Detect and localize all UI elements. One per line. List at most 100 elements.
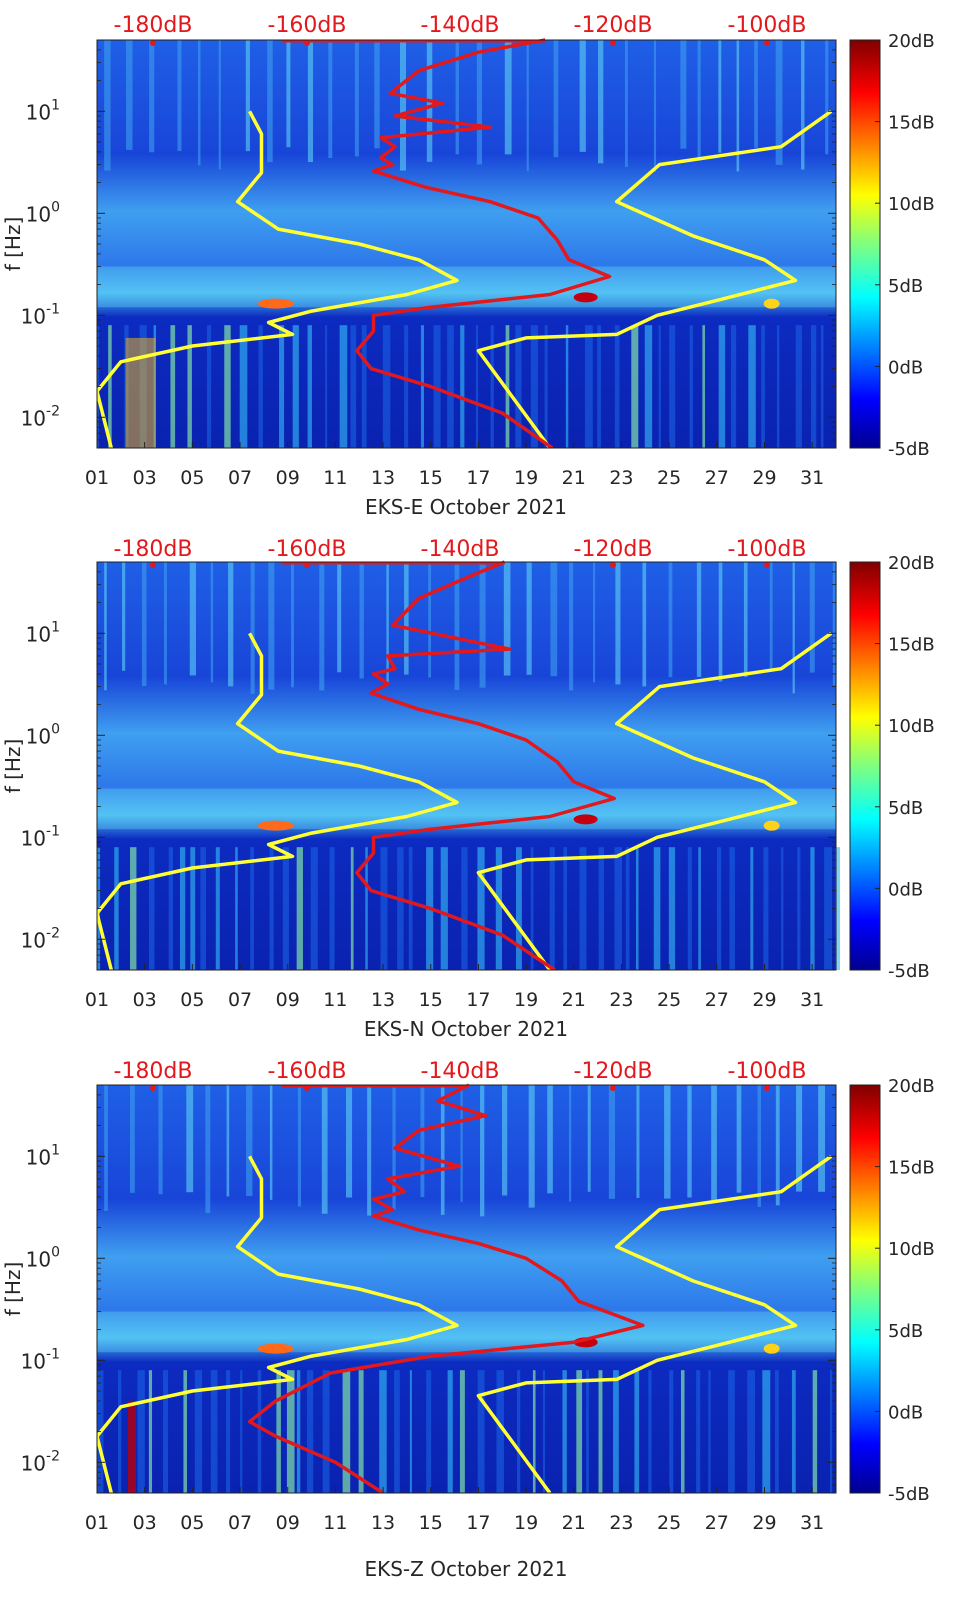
spectrogram-hotspot-2 xyxy=(573,292,598,303)
spectrogram-streak-hf xyxy=(757,1085,762,1207)
spectrogram-streak-lf xyxy=(148,847,155,970)
spectrogram-streak-hf xyxy=(141,562,147,687)
spectrogram-streak-hf xyxy=(228,562,234,687)
spectrogram-streak-lf xyxy=(350,847,354,970)
spectrogram-streak-hf xyxy=(775,40,783,165)
x-tick-label: 05 xyxy=(180,467,204,489)
top-db-label: -180dB xyxy=(114,13,193,38)
spectrogram-streak-lf xyxy=(598,847,605,970)
top-db-label: -180dB xyxy=(114,537,193,562)
spectrogram-streak-hf xyxy=(440,1085,445,1215)
spectrogram-streak-lf xyxy=(812,1370,818,1493)
spectrogram-streak-hf xyxy=(205,1085,211,1214)
y-tick-label: 10-2 xyxy=(21,925,60,952)
spectrogram-streak-lf xyxy=(762,1370,771,1493)
y-tick-label: 101 xyxy=(26,1142,60,1169)
spectrogram-streak-lf xyxy=(168,847,174,970)
spectrogram-streak-lf xyxy=(475,325,479,448)
spectrogram-hotspot-1 xyxy=(257,1343,294,1354)
x-tick-label: 29 xyxy=(752,989,776,1011)
x-tick-label: 23 xyxy=(609,467,633,489)
spectrogram-streak-hf xyxy=(668,562,673,678)
x-tick-label: 21 xyxy=(562,1512,586,1534)
spectrogram-streak-lf xyxy=(460,325,465,448)
spectrogram-streak-hf xyxy=(321,1085,328,1214)
top-marker-1 xyxy=(150,562,156,568)
spectrogram-streak-lf xyxy=(795,325,802,448)
spectrogram-streak-hf xyxy=(386,562,389,684)
series-curves xyxy=(97,1083,833,1493)
x-tick-label: 09 xyxy=(276,467,300,489)
chart-panel-2: 01 03 05 07 09 11 13 15 17 19 21 23 25 27 29 31 EKS-N Oc… xyxy=(1,537,935,1041)
spectrogram-streak-hf xyxy=(718,40,722,153)
colorbar-tick-label: 5dB xyxy=(888,1321,923,1342)
spectrogram-streak-lf xyxy=(747,1370,756,1493)
spectrogram-streak-hf xyxy=(624,40,628,167)
spectrogram-streak-hf xyxy=(697,40,701,158)
spectrogram-streak-lf xyxy=(477,847,485,970)
x-tick-label: 29 xyxy=(752,1512,776,1534)
spectrogram-streak-hf xyxy=(345,1085,353,1198)
spectrogram-streak-hf xyxy=(687,1085,692,1198)
spectrogram-hotspot-1 xyxy=(257,298,294,309)
spectrogram-streak-hf xyxy=(501,1085,508,1196)
spectrogram-streak-hf xyxy=(210,562,214,683)
spectrogram-streak-lf xyxy=(379,1370,387,1493)
colorbar-tick-label: 0dB xyxy=(888,357,923,378)
spectrogram-streak-lf xyxy=(361,325,367,448)
spectrogram-streak-hf xyxy=(547,1085,553,1194)
spectrogram-streak-lf xyxy=(750,847,754,970)
spectrogram-streak-lf xyxy=(224,325,231,448)
y-axis-label: f [Hz] xyxy=(1,1262,25,1317)
spectrogram-streak-lf xyxy=(307,325,312,448)
spectrogram-streak-lf xyxy=(404,325,409,448)
spectrogram-streak-lf xyxy=(586,1370,589,1493)
spectrogram-streak-lf xyxy=(292,325,299,448)
spectrogram-streak-lf xyxy=(382,325,391,448)
chart-panel-1: 01 03 05 07 09 11 13 15 17 19 21 23 25 27 29 31 EKS-E Oc… xyxy=(1,13,935,519)
spectrogram-hotspot-3 xyxy=(763,820,780,831)
x-tick-label: 31 xyxy=(800,989,824,1011)
spectrogram-streak-lf xyxy=(276,1370,281,1493)
spectrogram-streak-lf xyxy=(215,847,220,970)
spectrogram-streak-hf xyxy=(354,40,359,157)
top-marker-4 xyxy=(764,40,770,46)
spectrogram-streak-hf xyxy=(696,562,702,677)
x-tick-label: 11 xyxy=(323,989,347,1011)
x-tick-label: 15 xyxy=(419,989,443,1011)
top-db-label: -120dB xyxy=(574,13,653,38)
spectrogram-hotspot-3 xyxy=(763,298,780,309)
y-tick-label: 10-1 xyxy=(21,1346,60,1373)
top-db-label: -100dB xyxy=(728,13,807,38)
x-tick-label: 13 xyxy=(371,989,395,1011)
spectrogram-streak-hf xyxy=(754,40,758,148)
spectrogram-streak-hf xyxy=(267,40,273,163)
y-tick-label: 100 xyxy=(26,1244,60,1271)
spectrogram-streak-lf xyxy=(532,1370,536,1493)
spectrogram-streak-lf xyxy=(696,1370,701,1493)
spectrogram-streak-hf xyxy=(250,562,255,694)
spectrogram-hotspot-2 xyxy=(573,814,598,825)
x-tick-label: 27 xyxy=(705,989,729,1011)
spectrogram-streak-hf xyxy=(149,40,155,153)
top-db-label: -100dB xyxy=(728,537,807,562)
x-tick-label: 19 xyxy=(514,467,538,489)
x-tick-label: 19 xyxy=(514,989,538,1011)
spectrogram-streak-lf xyxy=(562,1370,567,1493)
spectrogram-streak-lf xyxy=(282,847,289,970)
spectrogram-streak-hf xyxy=(122,562,126,671)
spectrogram-streak-lf xyxy=(409,1370,412,1493)
x-axis-label: EKS-N October 2021 xyxy=(364,1017,568,1041)
spectrogram-streak-lf xyxy=(781,847,784,970)
spectrogram-streak-lf xyxy=(322,1370,330,1493)
spectrogram-streak-hf xyxy=(460,1085,463,1202)
spectrogram-streak-hf xyxy=(593,562,596,683)
spectrogram-streak-hf xyxy=(269,1085,273,1200)
colorbar xyxy=(849,1084,881,1494)
spectrogram-streak-lf xyxy=(179,847,186,970)
spectrogram-streak-hf xyxy=(818,1085,826,1192)
spectrogram-streak-hf xyxy=(587,1085,591,1192)
spectrogram-streak-lf xyxy=(306,1370,314,1493)
spectrogram-streak-lf xyxy=(614,847,622,970)
spectrogram-streak-lf xyxy=(477,1370,485,1493)
